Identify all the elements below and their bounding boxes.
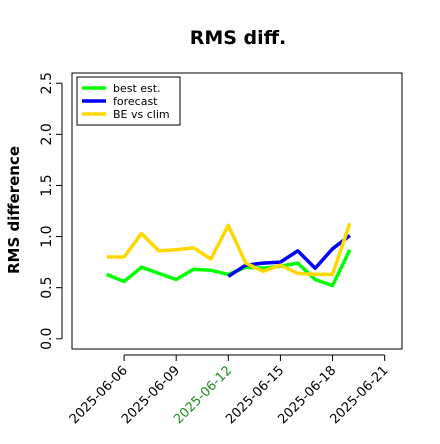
y-tick-label: 1.0: [39, 225, 55, 247]
y-tick-label: 2.0: [39, 123, 55, 145]
y-tick-label: 0.0: [39, 328, 55, 350]
legend-label: forecast: [113, 95, 158, 108]
y-tick-label: 0.5: [39, 277, 55, 299]
y-axis-label: RMS difference: [5, 146, 23, 274]
y-tick-label: 2.5: [39, 72, 55, 94]
x-axis: 2025-06-062025-06-092025-06-122025-06-15…: [67, 354, 391, 427]
legend-label: best est.: [113, 82, 161, 95]
legend-label: BE vs clim: [113, 108, 170, 121]
y-axis: 0.0 0.5 1.0 1.5 2.0 2.5: [39, 72, 63, 350]
series-line: [106, 222, 352, 277]
chart-title: RMS diff.: [190, 27, 287, 49]
plot-area-frame: [71, 72, 403, 350]
y-tick-label: 1.5: [39, 174, 55, 196]
series-layer: [106, 222, 352, 288]
